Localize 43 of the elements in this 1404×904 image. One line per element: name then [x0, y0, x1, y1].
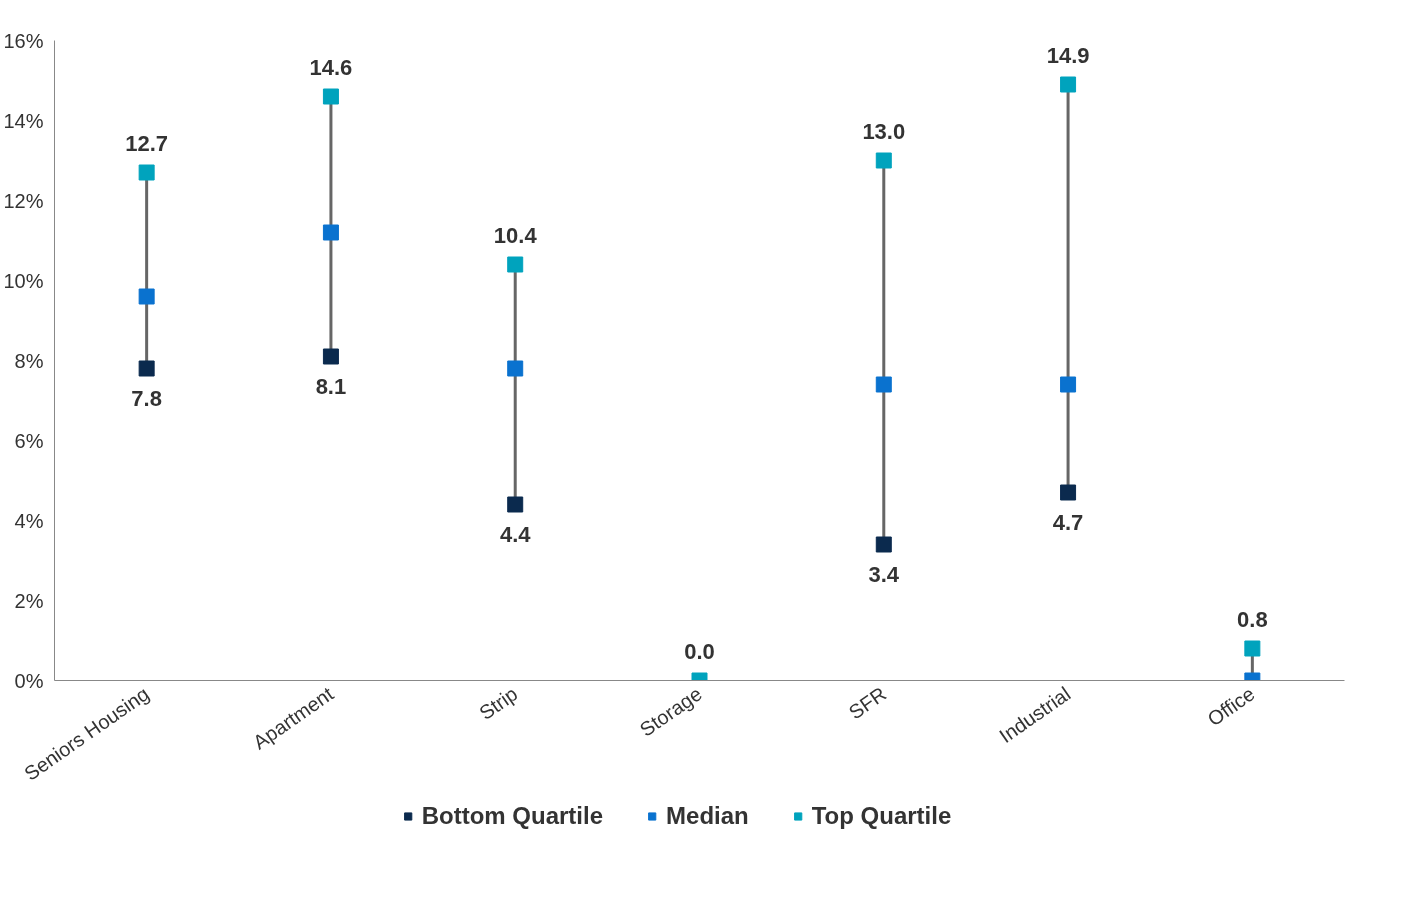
legend-label: Median [666, 802, 749, 830]
y-tick-label: 6% [14, 429, 44, 452]
x-tick-label: Strip [475, 682, 522, 725]
x-tick-label: SFR [844, 682, 891, 724]
point [507, 360, 524, 377]
data-label: 12.7 [125, 130, 169, 156]
y-tick-label: 16% [3, 29, 44, 52]
data-label: 4.7 [1052, 509, 1084, 535]
point [1244, 640, 1261, 657]
x-tick-label: Office [1203, 682, 1259, 731]
point [875, 152, 892, 169]
point [138, 288, 155, 305]
y-tick-label: 8% [14, 349, 44, 372]
data-label: 14.6 [309, 54, 353, 80]
point [1060, 484, 1077, 501]
data-label: 3.4 [868, 561, 900, 587]
data-label: 10.4 [493, 222, 538, 248]
data-label: 14.9 [1046, 42, 1090, 68]
data-label: 13.0 [862, 118, 906, 144]
data-label: 0.8 [1237, 606, 1268, 632]
point [507, 256, 524, 273]
y-tick-label: 12% [3, 189, 44, 212]
point [322, 348, 339, 365]
legend-label: Top Quartile [811, 802, 952, 830]
data-label: 8.1 [315, 373, 347, 399]
point [322, 88, 339, 105]
legend-label: Bottom Quartile [421, 802, 604, 830]
y-tick-label: 2% [14, 589, 44, 612]
point [875, 376, 892, 393]
y-tick-label: 0% [14, 669, 44, 692]
data-label: 7.8 [131, 385, 162, 411]
y-tick-label: 14% [3, 109, 44, 132]
y-tick-label: 10% [3, 269, 44, 292]
point [1060, 376, 1077, 393]
data-label: 4.4 [499, 521, 532, 547]
data-label: 0.0 [684, 638, 715, 664]
point [1060, 76, 1077, 93]
point [507, 496, 524, 513]
point [875, 536, 892, 553]
point [138, 164, 155, 181]
y-tick-label: 4% [14, 509, 44, 532]
point [138, 360, 155, 377]
point [322, 224, 339, 241]
